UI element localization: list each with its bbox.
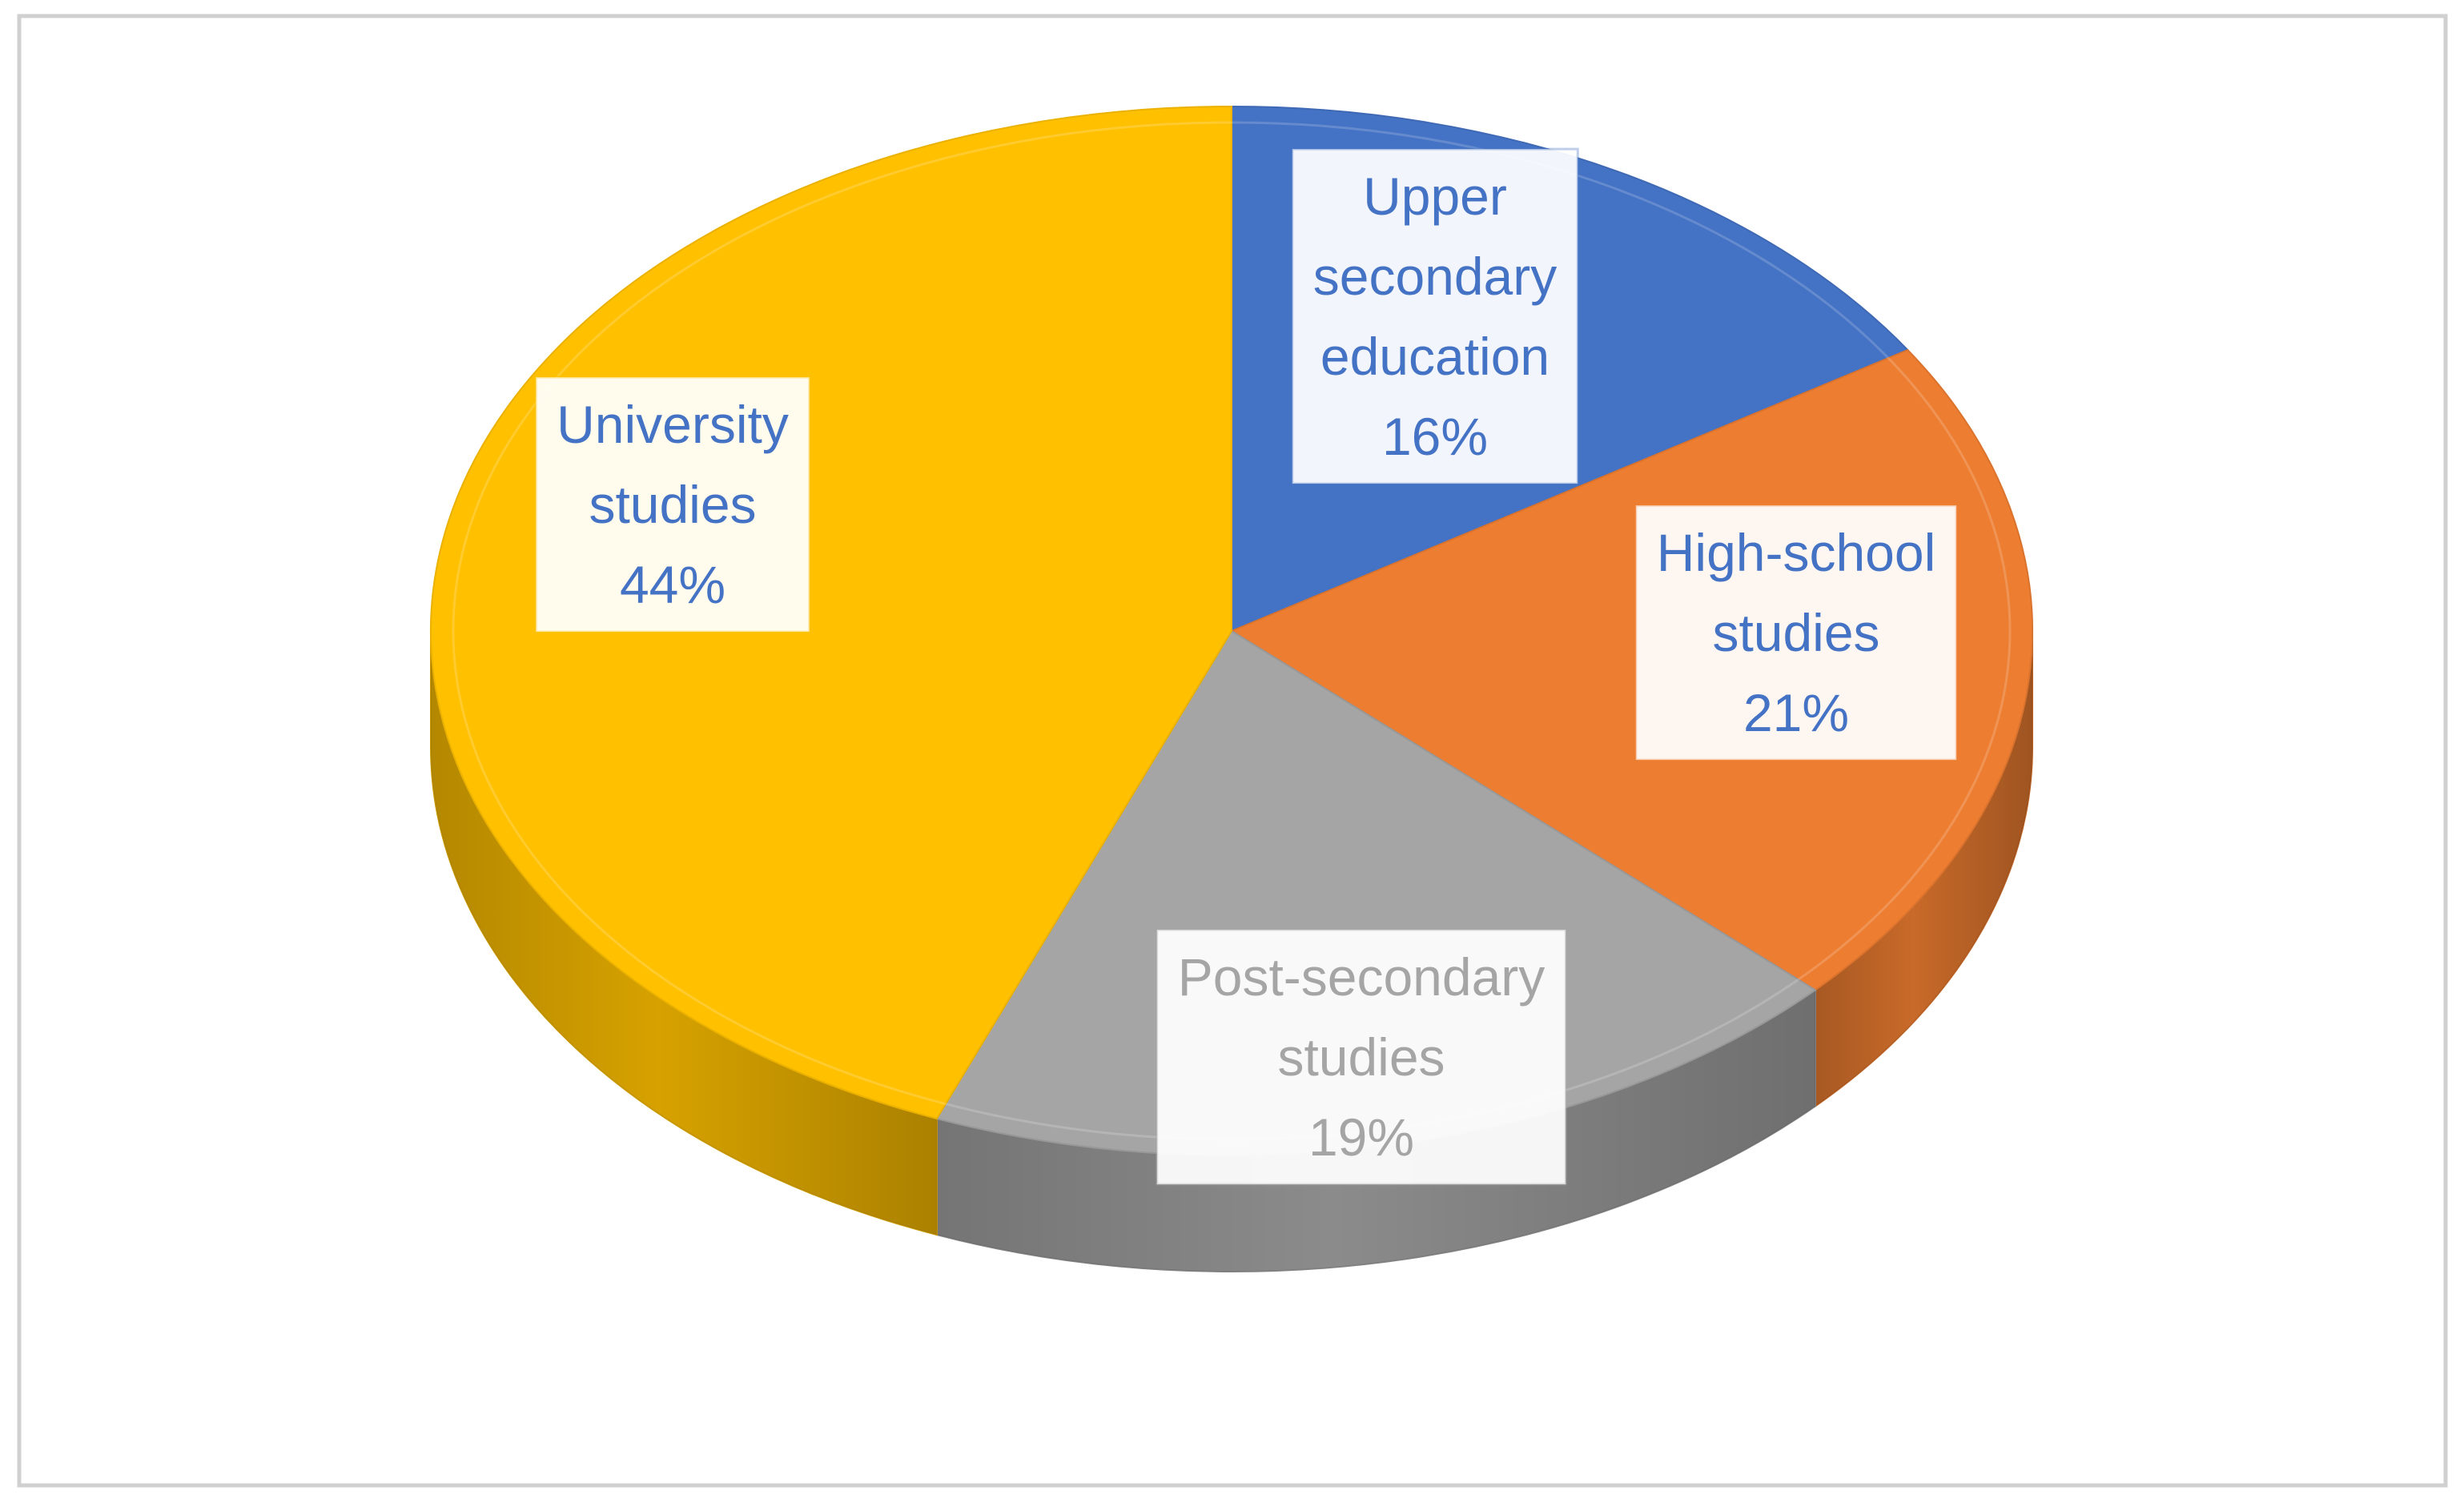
slice-side-shading (431, 631, 937, 1236)
pie-sides (430, 630, 2033, 1272)
data-label-text: Upper (1363, 167, 1507, 226)
data-label-box (534, 376, 811, 633)
data-label-box (1291, 147, 1579, 485)
data-label-text: education (1320, 327, 1550, 386)
data-label-upper-secondary-education: Upper secondary education 16% (1291, 147, 1579, 485)
data-label-high-school-studies: High-school studies 21% (1634, 504, 1958, 762)
data-label-value: 16% (1382, 407, 1488, 466)
data-label-box (1156, 928, 1567, 1186)
data-label-university-studies: University studies 44% (534, 376, 811, 633)
slice-side-shading (1815, 631, 2032, 1107)
data-label-text: University (557, 395, 789, 454)
data-label-text: Post-secondary (1178, 947, 1546, 1007)
data-label-post-secondary-studies: Post-secondary studies 19% (1156, 928, 1567, 1186)
data-label-text: secondary (1313, 247, 1558, 306)
slice-university-studies (430, 105, 1232, 1120)
data-label-value: 21% (1743, 683, 1849, 742)
data-labels: Upper secondary education 16% High-school stu… (534, 147, 1958, 1186)
data-label-value: 19% (1308, 1107, 1414, 1167)
data-label-value: 44% (620, 555, 726, 614)
data-label-text: studies (589, 475, 756, 534)
data-label-text: studies (1712, 603, 1879, 662)
data-label-text: studies (1277, 1027, 1445, 1087)
data-label-text: High-school (1657, 523, 1936, 582)
slice-side-shading (936, 990, 1815, 1272)
data-label-box (1634, 504, 1958, 762)
